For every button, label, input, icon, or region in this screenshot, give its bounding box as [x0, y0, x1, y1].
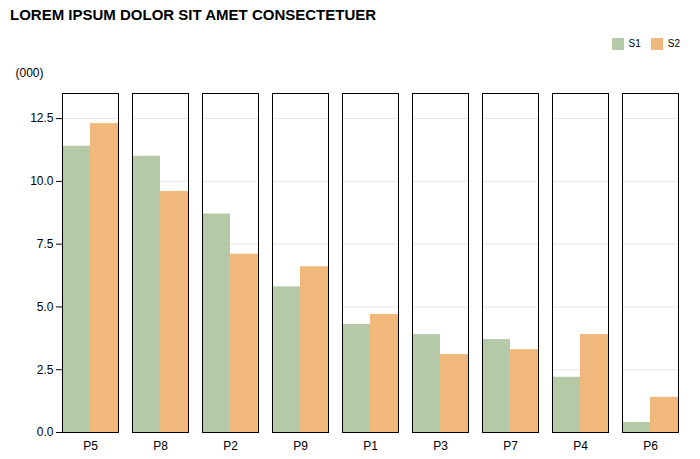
svg-text:7.5: 7.5 [37, 237, 54, 251]
svg-text:0.0: 0.0 [37, 425, 54, 439]
svg-text:5.0: 5.0 [37, 300, 54, 314]
svg-text:P5: P5 [83, 439, 98, 453]
html-text:S1: S1 [628, 38, 641, 49]
svg-text:P6: P6 [643, 439, 658, 453]
svg-text:(000): (000) [16, 66, 44, 80]
svg-text:P7: P7 [503, 439, 518, 453]
svg-text:P4: P4 [573, 439, 588, 453]
svg-text:2.5: 2.5 [37, 363, 54, 377]
svg-text:P2: P2 [223, 439, 238, 453]
html-text:LOREM IPSUM DOLOR SIT AMET CON: LOREM IPSUM DOLOR SIT AMET CONSECTETUER [10, 6, 377, 23]
svg-text:P1: P1 [363, 439, 378, 453]
svg-text:10.0: 10.0 [30, 174, 54, 188]
svg-text:P8: P8 [153, 439, 168, 453]
html-text:S2: S2 [667, 38, 680, 49]
svg-text:12.5: 12.5 [30, 111, 54, 125]
svg-text:P9: P9 [293, 439, 308, 453]
svg-text:P3: P3 [433, 439, 448, 453]
